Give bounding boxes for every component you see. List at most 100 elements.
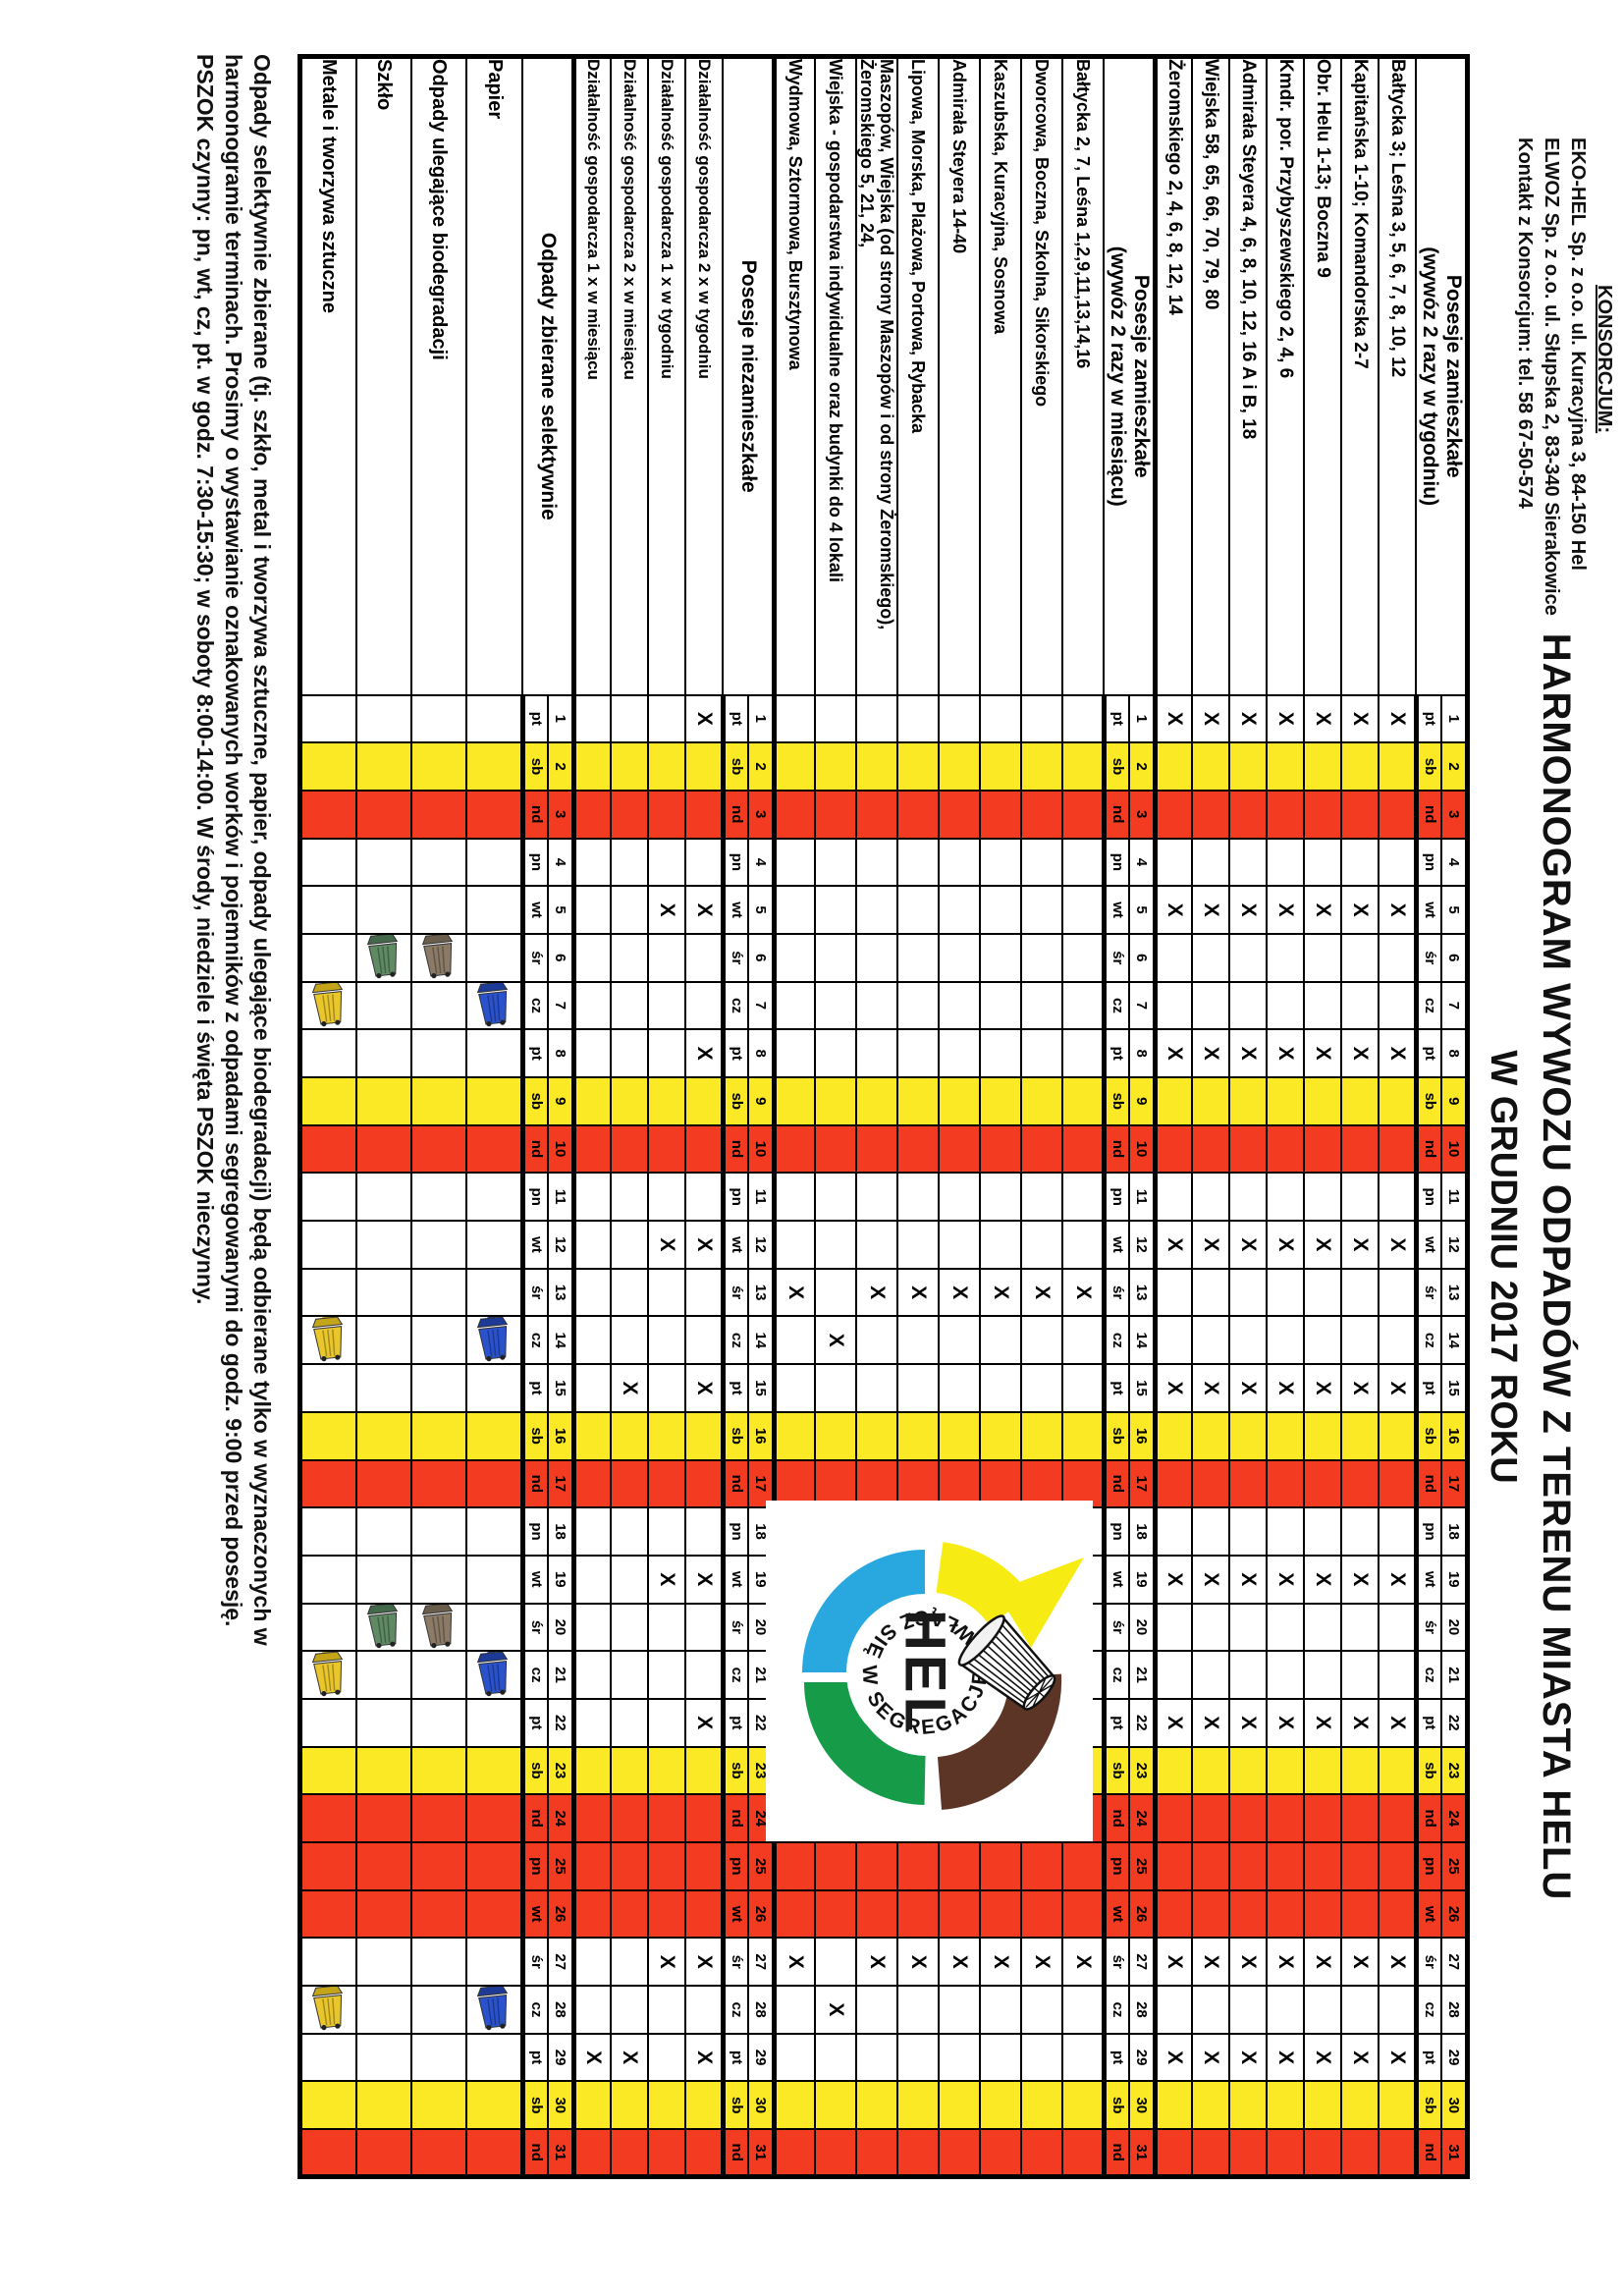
pickup-mark-cell: X — [1379, 1364, 1417, 1412]
pickup-mark-cell — [466, 1316, 523, 1365]
date-number-cell: 21 — [1129, 1651, 1156, 1699]
empty-cell — [1062, 1077, 1105, 1125]
day-name-cell: pt — [1104, 1698, 1130, 1747]
day-name-cell: cz — [522, 1316, 549, 1365]
empty-cell — [897, 1173, 940, 1222]
empty-cell — [1192, 1411, 1230, 1460]
empty-cell — [1341, 1842, 1380, 1890]
empty-cell — [611, 838, 649, 887]
blue-bin-icon — [471, 981, 515, 1030]
empty-cell — [1304, 1316, 1342, 1365]
empty-cell — [356, 1268, 411, 1317]
row-label: Metale i tworzywa sztuczne — [299, 56, 356, 695]
empty-cell — [1021, 1221, 1063, 1269]
pickup-mark-cell: X — [980, 1938, 1022, 1987]
empty-cell — [897, 742, 940, 791]
empty-cell — [980, 694, 1022, 743]
empty-cell — [980, 933, 1022, 982]
empty-cell — [411, 1889, 466, 1939]
empty-cell — [1304, 742, 1342, 791]
empty-cell — [856, 886, 898, 934]
title-line-2: W GRUDNIU 2017 ROKU — [1483, 1050, 1524, 1484]
date-number-cell: 25 — [548, 1842, 574, 1890]
day-name-cell: sb — [522, 2081, 549, 2130]
empty-cell — [1155, 838, 1193, 887]
empty-cell — [1267, 1459, 1305, 1508]
pickup-mark-cell: X — [1229, 1221, 1268, 1269]
date-number-cell: 2 — [1129, 742, 1156, 791]
pickup-mark-cell: X — [1341, 1029, 1380, 1077]
date-number-cell: 1 — [1441, 694, 1468, 743]
empty-cell — [573, 1889, 612, 1939]
blue-bin-icon — [471, 1986, 515, 2034]
pickup-mark-cell: X — [1341, 1698, 1380, 1747]
day-name-cell: śr — [1416, 933, 1442, 982]
pickup-mark-cell: X — [1155, 694, 1193, 743]
day-name-cell: sb — [1416, 1746, 1442, 1795]
row-label: Działalność gospodarcza 2 x w miesiącu — [611, 56, 649, 695]
date-number-cell: 31 — [748, 2129, 775, 2177]
empty-cell — [573, 1603, 612, 1652]
empty-cell — [774, 1411, 816, 1460]
day-name-cell: nd — [1104, 790, 1130, 839]
empty-cell — [299, 1411, 356, 1460]
empty-cell — [1192, 838, 1230, 887]
date-number-cell: 7 — [1441, 981, 1468, 1030]
empty-cell — [980, 742, 1022, 791]
empty-cell — [856, 838, 898, 887]
date-number-cell: 20 — [1441, 1603, 1468, 1652]
day-name-cell: pt — [723, 1698, 749, 1747]
day-name-cell: nd — [723, 790, 749, 839]
date-number-cell: 7 — [1129, 981, 1156, 1030]
date-number-cell: 12 — [1441, 1221, 1468, 1269]
pickup-mark-cell: X — [1379, 1938, 1417, 1987]
empty-cell — [1155, 1077, 1193, 1125]
empty-cell — [299, 933, 356, 982]
empty-cell — [466, 1603, 523, 1652]
empty-cell — [356, 1698, 411, 1747]
empty-cell — [466, 2081, 523, 2130]
empty-cell — [648, 1507, 686, 1556]
pickup-mark-cell — [466, 1986, 523, 2034]
empty-cell — [466, 838, 523, 887]
empty-cell — [1062, 1842, 1105, 1890]
empty-cell — [611, 1029, 649, 1077]
empty-cell — [815, 1938, 857, 1987]
empty-cell — [573, 2129, 612, 2177]
empty-cell — [648, 1651, 686, 1699]
empty-cell — [1155, 981, 1193, 1030]
empty-cell — [856, 1889, 898, 1939]
day-name-cell: cz — [522, 1986, 549, 2034]
empty-cell — [1304, 1603, 1342, 1652]
date-number-cell: 26 — [1129, 1889, 1156, 1939]
date-number-cell: 15 — [1441, 1364, 1468, 1412]
row-label: Dworcowa, Boczna, Szkolna, Sikorskiego — [1021, 56, 1063, 695]
empty-cell — [611, 886, 649, 934]
empty-cell — [411, 1507, 466, 1556]
empty-cell — [1304, 1794, 1342, 1842]
row-label: Szkło — [356, 56, 411, 695]
day-name-cell: nd — [522, 1794, 549, 1842]
date-number-cell: 3 — [1441, 790, 1468, 839]
date-number-cell: 2 — [548, 742, 574, 791]
schedule-row: Kapitańska 1-10; Komandorska 2-7 X X X X X X X X… — [1341, 56, 1380, 2177]
empty-cell — [1379, 790, 1417, 839]
pickup-mark-cell: X — [1341, 2033, 1380, 2082]
empty-cell — [611, 1938, 649, 1987]
empty-cell — [411, 1316, 466, 1365]
day-name-cell: wt — [723, 886, 749, 934]
empty-cell — [1379, 838, 1417, 887]
date-number-cell: 13 — [1441, 1268, 1468, 1317]
date-number-cell: 27 — [1441, 1938, 1468, 1987]
empty-cell — [685, 1842, 724, 1890]
day-name-cell: nd — [1416, 790, 1442, 839]
empty-cell — [939, 1986, 981, 2034]
empty-cell — [1062, 981, 1105, 1030]
empty-cell — [774, 1889, 816, 1939]
empty-cell — [1155, 1842, 1193, 1890]
row-label: Odpady ulegające biodegradacji — [411, 56, 466, 695]
date-number-cell: 1 — [1129, 694, 1156, 743]
empty-cell — [1155, 1173, 1193, 1222]
day-name-cell: pn — [1104, 838, 1130, 887]
pickup-mark-cell: X — [1155, 886, 1193, 934]
